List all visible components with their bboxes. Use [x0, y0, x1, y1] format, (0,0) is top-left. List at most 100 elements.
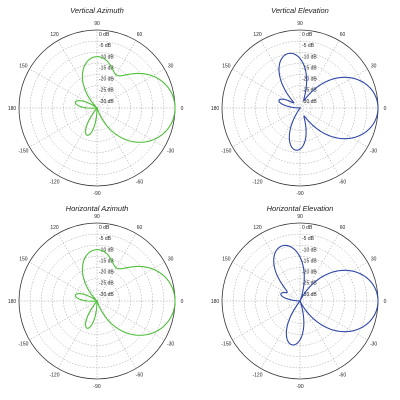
angle-tick-label: -90 — [93, 384, 100, 390]
angle-tick-label: -90 — [296, 191, 303, 197]
grid-ring — [288, 96, 312, 120]
radial-tick-label: -25 dB — [302, 281, 317, 287]
radial-tick-label: -10 dB — [302, 247, 317, 253]
angle-tick-label: 180 — [8, 106, 17, 112]
grid-spoke — [29, 107, 98, 148]
radial-tick-label: -5 dB — [302, 43, 315, 49]
panel-title: Horizontal Azimuth — [66, 204, 129, 213]
grid-spoke — [260, 300, 301, 369]
radial-tick-label: -15 dB — [302, 65, 317, 71]
radial-tick-label: 0 dB — [99, 32, 110, 38]
angle-tick-label: 30 — [168, 63, 174, 69]
polar-panel-1: Vertical Azimuth 0 30 60 90 120 150 180 -150 -120… — [8, 6, 184, 197]
angle-tick-label: -150 — [18, 341, 28, 347]
grid-spoke — [57, 233, 98, 302]
radial-tick-label: 0 dB — [99, 225, 110, 231]
angle-tick-label: -150 — [221, 341, 231, 347]
grid-ring — [244, 245, 356, 357]
angle-tick-label: 60 — [137, 32, 143, 38]
radial-tick-label: -25 dB — [99, 88, 114, 94]
radial-tick-label: -30 dB — [302, 99, 317, 105]
angle-tick-label: -90 — [296, 384, 303, 390]
grid-spoke — [29, 300, 98, 341]
angle-tick-label: 90 — [297, 21, 303, 27]
radial-tick-label: -30 dB — [99, 99, 114, 105]
grid-spoke — [96, 40, 137, 109]
angle-tick-label: 0 — [384, 106, 387, 112]
radial-tick-label: -30 dB — [302, 292, 317, 298]
panel-title: Vertical Elevation — [271, 6, 329, 15]
radial-tick-label: -15 dB — [99, 258, 114, 264]
grid-ring — [85, 96, 109, 120]
radial-tick-label: -10 dB — [99, 247, 114, 253]
grid-spoke — [57, 300, 98, 369]
angle-tick-label: -30 — [167, 341, 174, 347]
grid-ring — [288, 289, 312, 313]
angle-tick-label: -60 — [136, 372, 143, 378]
angle-tick-label: 90 — [94, 21, 100, 27]
angle-tick-label: 180 — [211, 299, 220, 305]
angle-tick-label: -60 — [339, 372, 346, 378]
polar-panel-4: Horizontal Elevation 0 30 60 90 120 150 180 -150… — [211, 204, 387, 390]
grid-spoke — [299, 261, 368, 302]
pattern-curve — [278, 52, 379, 151]
panel-title: Vertical Azimuth — [70, 6, 124, 15]
angle-tick-label: -90 — [93, 191, 100, 197]
grid-ring — [41, 52, 153, 164]
angle-tick-label: 120 — [253, 225, 262, 231]
angle-tick-label: -30 — [370, 341, 377, 347]
grid-spoke — [260, 233, 301, 302]
radial-tick-label: -20 dB — [99, 270, 114, 276]
radial-tick-label: -15 dB — [302, 258, 317, 264]
angle-tick-label: 150 — [222, 63, 231, 69]
grid-spoke — [96, 261, 165, 302]
angle-tick-label: -30 — [370, 148, 377, 154]
angle-tick-label: -60 — [136, 179, 143, 185]
grid-spoke — [260, 40, 301, 109]
grid-ring — [255, 63, 345, 153]
panel-title: Horizontal Elevation — [267, 204, 334, 213]
grid-spoke — [96, 107, 165, 148]
radial-tick-label: -25 dB — [302, 88, 317, 94]
angle-tick-label: 30 — [371, 63, 377, 69]
angle-tick-label: 150 — [222, 256, 231, 262]
angle-tick-label: 180 — [8, 299, 17, 305]
angle-tick-label: 30 — [371, 256, 377, 262]
grid-ring — [85, 289, 109, 313]
grid-spoke — [232, 300, 301, 341]
polar-panel-3: Horizontal Azimuth 0 30 60 90 120 150 180 -150 -1… — [8, 204, 184, 390]
angle-tick-label: 90 — [297, 214, 303, 220]
radial-tick-label: -25 dB — [99, 281, 114, 287]
grid-spoke — [232, 107, 301, 148]
angle-tick-label: 60 — [137, 225, 143, 231]
angle-tick-label: 180 — [211, 106, 220, 112]
angle-tick-label: 90 — [94, 214, 100, 220]
angle-tick-label: 120 — [50, 32, 59, 38]
grid-spoke — [96, 107, 137, 176]
angle-tick-label: -150 — [18, 148, 28, 154]
grid-spoke — [57, 107, 98, 176]
pattern-curve — [74, 249, 176, 336]
grid-spoke — [96, 300, 165, 341]
angle-tick-label: 150 — [19, 63, 28, 69]
grid-spoke — [232, 68, 301, 109]
angle-tick-label: 30 — [168, 256, 174, 262]
radial-tick-label: -20 dB — [302, 77, 317, 83]
angle-tick-label: -150 — [221, 148, 231, 154]
grid-spoke — [96, 68, 165, 109]
radial-tick-label: 0 dB — [302, 225, 313, 231]
radial-tick-label: -20 dB — [99, 77, 114, 83]
angle-tick-label: -120 — [252, 179, 262, 185]
angle-tick-label: 60 — [340, 225, 346, 231]
radial-tick-label: -30 dB — [99, 292, 114, 298]
angle-tick-label: 60 — [340, 32, 346, 38]
grid-spoke — [96, 300, 137, 369]
grid-spoke — [299, 300, 340, 369]
radial-tick-label: -20 dB — [302, 270, 317, 276]
radial-tick-label: -5 dB — [99, 236, 112, 242]
pattern-curve — [74, 56, 176, 143]
grid-spoke — [232, 261, 301, 302]
radial-tick-label: -5 dB — [302, 236, 315, 242]
angle-tick-label: 0 — [181, 106, 184, 112]
